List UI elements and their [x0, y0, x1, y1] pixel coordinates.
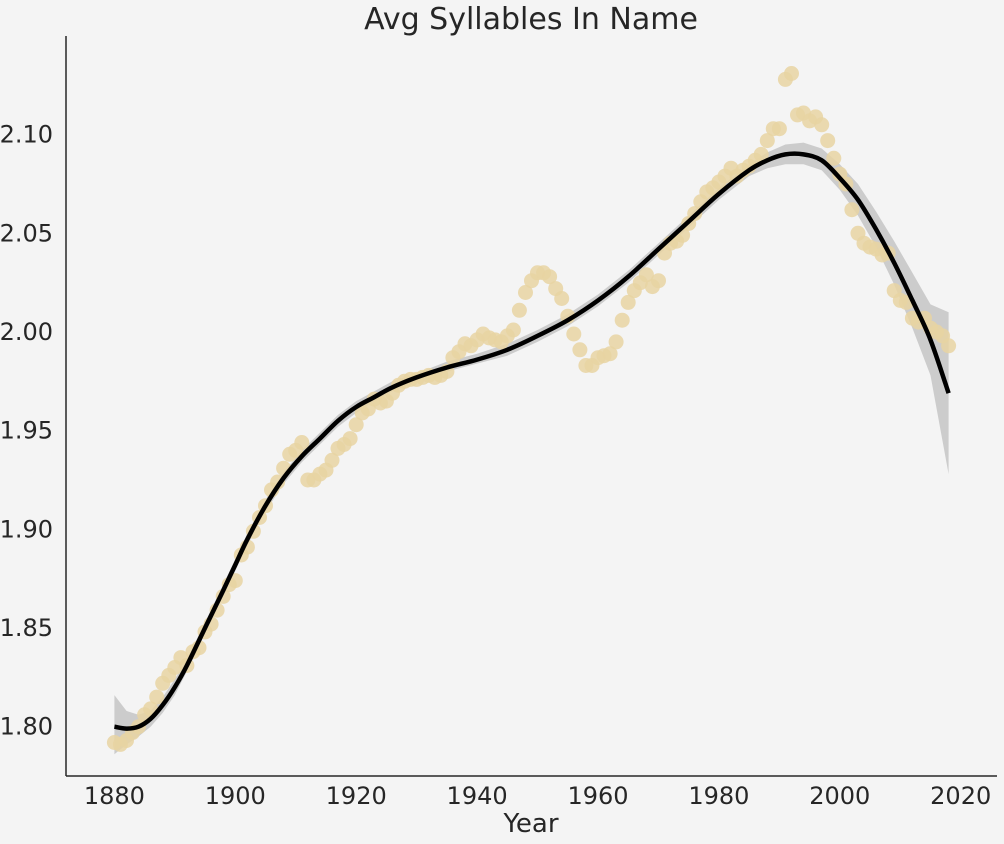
- data-point: [554, 291, 570, 306]
- data-point: [149, 689, 165, 705]
- x-axis-label: Year: [502, 809, 558, 839]
- confidence-band-layer: [114, 142, 949, 755]
- data-point: [542, 269, 558, 285]
- data-point: [771, 121, 787, 137]
- y-tick-label: 1.80: [0, 713, 53, 741]
- data-point: [820, 133, 836, 149]
- data-point: [294, 435, 310, 450]
- fit-line: [114, 151, 951, 731]
- data-point: [941, 338, 957, 354]
- data-point: [759, 133, 775, 149]
- x-tick-label: 1980: [688, 782, 749, 810]
- y-tick-label: 2.00: [0, 318, 53, 346]
- data-point: [826, 150, 842, 166]
- x-tick-label: 1960: [567, 782, 628, 810]
- y-tick-label: 1.95: [0, 417, 53, 445]
- data-point: [566, 326, 582, 342]
- x-tick-label: 1900: [205, 782, 266, 810]
- x-tick-label: 1880: [84, 782, 145, 810]
- chart-title: Avg Syllables In Name: [364, 2, 698, 37]
- y-tick-label: 1.85: [0, 614, 53, 642]
- data-point: [324, 452, 340, 468]
- data-point: [342, 431, 358, 447]
- data-point: [348, 417, 364, 433]
- data-point: [608, 334, 624, 350]
- x-tick-labels: 1880 1900 1920 1940 1960 1980 2000 2020: [84, 782, 991, 810]
- x-tick-label: 2000: [809, 782, 870, 810]
- data-point: [753, 146, 769, 162]
- x-tick-label: 2020: [930, 782, 991, 810]
- data-point: [602, 346, 618, 362]
- data-point: [614, 312, 630, 328]
- data-point: [511, 302, 527, 318]
- x-tick-label: 1920: [326, 782, 387, 810]
- scatter-points-layer: [106, 66, 957, 752]
- data-point: [518, 285, 533, 300]
- y-tick-labels: 1.80 1.85 1.90 1.95 2.00 2.05 2.10: [0, 121, 53, 741]
- data-point: [638, 267, 654, 283]
- y-tick-label: 2.05: [0, 219, 53, 247]
- x-tick-label: 1940: [447, 782, 508, 810]
- data-point: [784, 66, 799, 81]
- data-point: [814, 117, 830, 133]
- y-tick-label: 2.10: [0, 121, 53, 149]
- fit-line-layer: [114, 151, 951, 731]
- y-tick-label: 1.90: [0, 515, 53, 543]
- data-point: [505, 322, 521, 338]
- data-point: [572, 342, 588, 358]
- data-point: [844, 202, 860, 218]
- confidence-band: [114, 142, 949, 755]
- data-point: [651, 273, 666, 289]
- data-point: [620, 294, 636, 310]
